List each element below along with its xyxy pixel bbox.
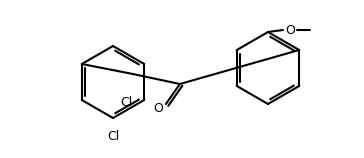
Text: Cl: Cl (120, 95, 132, 109)
Text: Cl: Cl (107, 130, 119, 143)
Text: O: O (153, 101, 163, 115)
Text: O: O (285, 24, 295, 36)
